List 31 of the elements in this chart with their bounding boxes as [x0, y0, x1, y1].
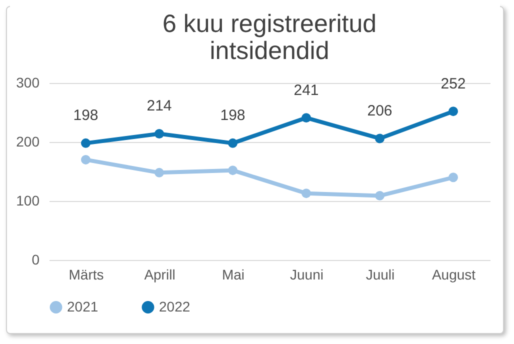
point	[154, 129, 164, 138]
y-tick-label: 100	[16, 192, 40, 208]
x-tick-label: Juuli	[366, 266, 395, 282]
point	[375, 134, 384, 144]
data-label: 206	[367, 102, 392, 120]
point	[448, 172, 458, 182]
point	[448, 106, 458, 116]
legend-label: 2021	[67, 298, 98, 314]
data-label: 241	[294, 82, 319, 99]
point	[302, 113, 311, 123]
point	[154, 168, 164, 178]
point	[81, 154, 90, 164]
point	[228, 138, 238, 148]
data-label: 198	[73, 107, 98, 124]
y-tick-label: 0	[32, 252, 40, 268]
point	[81, 138, 90, 148]
data-label: 198	[220, 107, 246, 124]
point	[302, 188, 311, 198]
y-tick-label: 200	[16, 134, 40, 150]
x-tick-label: Aprill	[144, 266, 176, 282]
point	[375, 190, 384, 200]
point	[228, 166, 238, 176]
x-tick-label: Mai	[222, 266, 245, 282]
x-tick-label: Juuni	[290, 266, 324, 282]
x-tick-label: August	[432, 266, 476, 282]
legend-label: 2022	[159, 298, 190, 314]
data-label: 252	[440, 75, 466, 92]
chart-title: 6 kuu registreeritud intsidendid	[162, 10, 377, 65]
data-label: 214	[146, 98, 172, 115]
x-tick-label: Märts	[68, 266, 104, 282]
y-tick-label: 300	[16, 74, 40, 90]
